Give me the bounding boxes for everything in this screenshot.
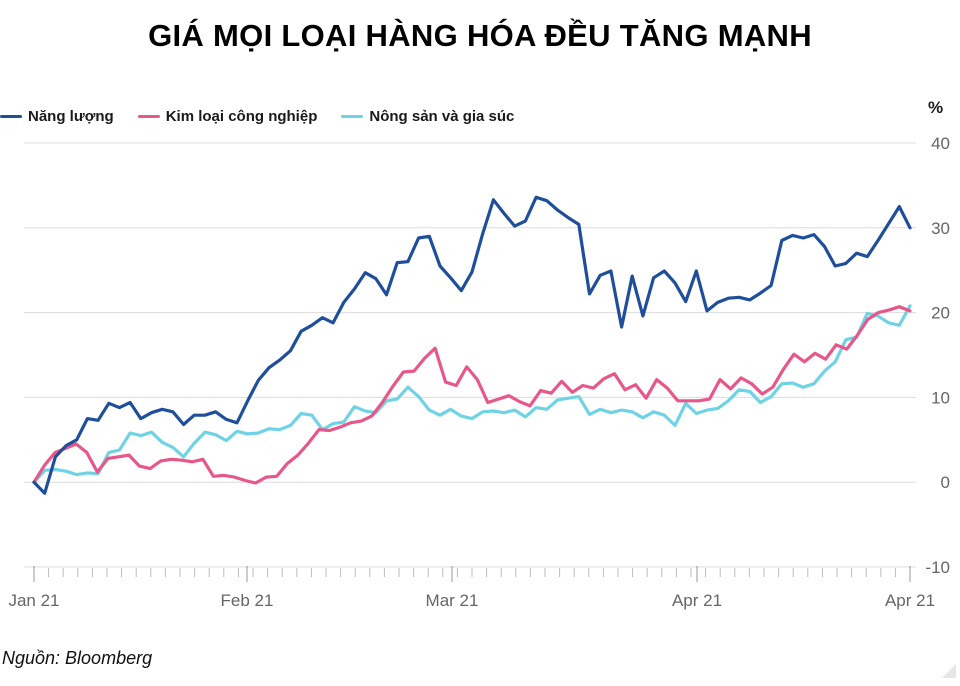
legend-item-energy: Năng lượng: [0, 108, 114, 125]
legend-label-metals: Kim loại công nghiệp: [165, 108, 318, 125]
legend-swatch-agri: [341, 115, 364, 118]
chart-title: GIÁ MỌI LOẠI HÀNG HÓA ĐỀU TĂNG MẠNH: [148, 18, 812, 53]
legend-item-agri: Nông sản và gia súc: [341, 108, 514, 125]
corner-triangle-icon: [942, 664, 956, 678]
x-tick-label: Jan 21: [8, 591, 59, 610]
x-axis-ticks: [33, 568, 911, 577]
x-tick-label: Apr 21: [672, 591, 722, 610]
y-tick-label: 0: [941, 473, 950, 492]
series-line-agri: [32, 304, 912, 484]
line-chart: 40 30 20 10 0 -10 Jan 21 Feb 21 Mar 21 Apr 21 Apr …: [8, 134, 950, 610]
y-tick-label: 30: [931, 219, 950, 238]
legend-swatch-metals: [137, 115, 160, 118]
series-line-metals: [32, 305, 912, 485]
x-tick-label: Apr 21: [885, 591, 935, 610]
x-tick-label: Mar 21: [426, 591, 479, 610]
legend-item-metals: Kim loại công nghiệp: [137, 108, 318, 125]
y-tick-label: 10: [931, 388, 950, 407]
series-line-energy: [32, 195, 912, 495]
legend-label-agri: Nông sản và gia súc: [369, 108, 515, 125]
y-tick-label: 20: [931, 304, 950, 323]
legend-swatch-energy: [0, 115, 22, 118]
source-note: Nguồn: Bloomberg: [2, 648, 153, 668]
legend-label-energy: Năng lượng: [28, 108, 114, 125]
y-tick-label: 40: [931, 134, 950, 153]
y-axis-unit-label: %: [928, 98, 944, 117]
y-tick-label: -10: [925, 558, 950, 577]
chart-legend: Năng lượng Kim loại công nghiệp Nông sản…: [0, 108, 538, 125]
x-tick-label: Feb 21: [221, 591, 274, 610]
